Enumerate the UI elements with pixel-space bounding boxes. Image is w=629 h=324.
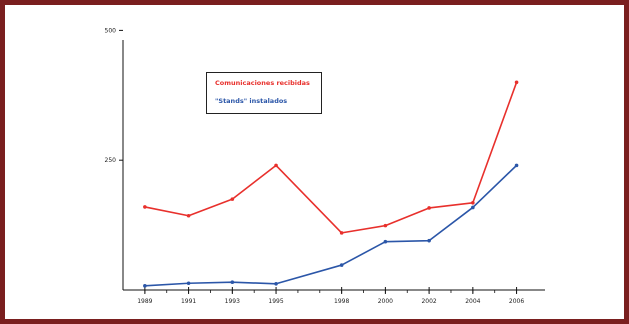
data-point-0-8	[514, 80, 519, 85]
data-point-0-1	[186, 213, 191, 218]
x-tick-label: 2002	[421, 298, 436, 305]
data-point-0-6	[427, 206, 431, 210]
series-line-1	[144, 164, 518, 287]
x-tick-label: 1998	[334, 298, 349, 305]
series-line-0	[144, 82, 518, 234]
x-tick-label: 1991	[181, 298, 196, 305]
data-point-1-3	[274, 281, 278, 286]
legend-item-comunicaciones: Comunicaciones recibidas	[215, 79, 310, 87]
data-point-1-1	[186, 281, 191, 286]
x-tick-label: 1993	[225, 298, 240, 305]
x-tick-label: 1989	[137, 298, 152, 305]
y-tick-label: 250	[105, 157, 117, 164]
data-point-1-7	[471, 205, 475, 210]
axis-ticks: 250 500 1989 1991 1993 1995 1998 2000 2002 2004 20…	[105, 27, 525, 305]
series-points	[143, 80, 519, 288]
data-point-0-5	[383, 223, 388, 228]
data-point-1-0	[143, 284, 147, 288]
data-point-1-5	[383, 239, 388, 244]
legend: Comunicaciones recibidas "Stands" instal…	[206, 72, 322, 114]
data-point-1-6	[427, 238, 431, 243]
data-point-1-4	[339, 263, 344, 267]
x-tick-label: 2004	[465, 298, 480, 305]
data-point-1-8	[514, 163, 519, 168]
x-tick-label: 1995	[268, 298, 283, 305]
x-tick-label: 2000	[378, 298, 393, 305]
axes	[122, 40, 545, 291]
data-point-0-4	[339, 231, 344, 235]
data-point-0-0	[143, 205, 147, 209]
data-point-0-2	[230, 197, 235, 201]
x-tick-label: 2006	[509, 298, 524, 305]
data-point-0-3	[274, 163, 278, 168]
data-point-1-2	[230, 280, 235, 285]
series-lines	[144, 82, 518, 287]
y-tick-label: 500	[105, 27, 117, 34]
legend-item-stands: "Stands" instalados	[215, 97, 288, 105]
data-point-0-7	[471, 200, 475, 205]
